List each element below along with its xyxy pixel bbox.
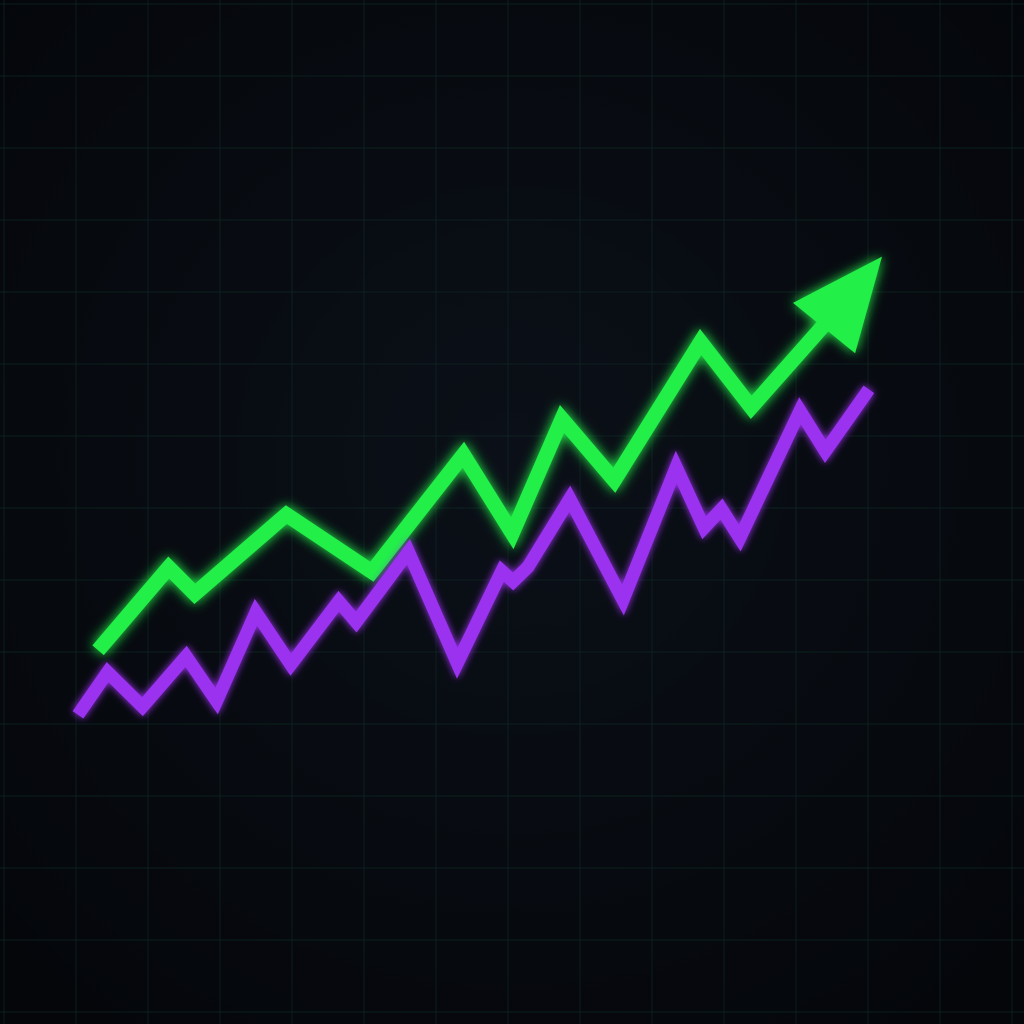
series-1	[92, 256, 882, 656]
series-line-1	[92, 286, 860, 656]
arrowhead-icon	[793, 256, 882, 354]
series-2	[72, 385, 875, 719]
series-group	[72, 256, 882, 719]
series-line-2	[72, 385, 875, 719]
